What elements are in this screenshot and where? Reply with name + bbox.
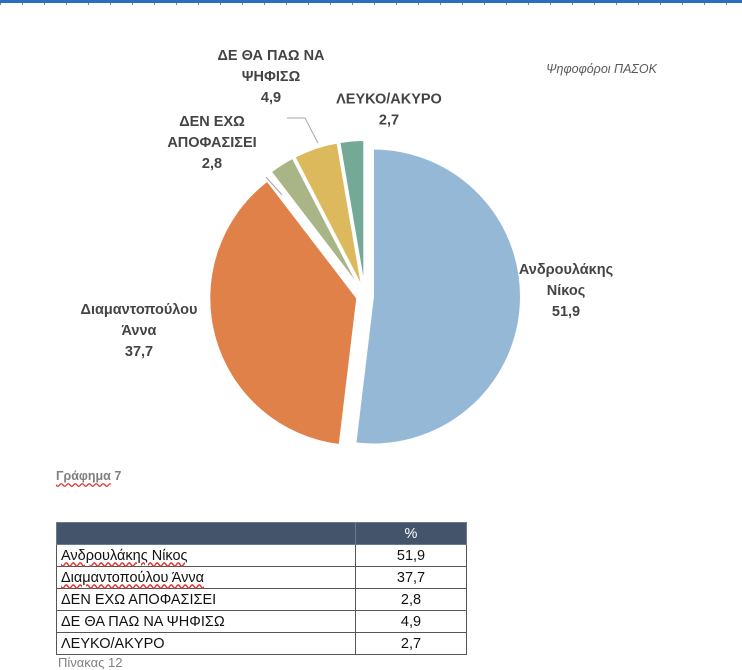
row-value: 2,8 bbox=[355, 588, 467, 611]
leader-lines bbox=[265, 117, 319, 196]
row-name-text: Διαμαντοπούλου Άννα bbox=[61, 569, 205, 586]
leader-line-δεν-εχω-αποφασισει bbox=[265, 176, 283, 196]
pie-slice-λευκο-ακυρο bbox=[338, 139, 366, 289]
slice-label-line: ΛΕΥΚΟ/ΑΚΥΡΟ bbox=[336, 92, 442, 108]
table-row: ΔΕ ΘΑ ΠΑΩ ΝΑ ΨΗΦΙΣΩ 4,9 bbox=[56, 610, 467, 633]
slice-label-λευκο-ακυρο: ΛΕΥΚΟ/ΑΚΥΡΟ 2,7 bbox=[336, 92, 442, 129]
pie-chart: Ανδρουλάκης Νίκος 51,9 Διαμαντοπούλου Άννα 37… bbox=[81, 48, 658, 447]
row-value: 4,9 bbox=[355, 610, 467, 633]
row-name: Ανδρουλάκης Νίκος bbox=[56, 544, 356, 567]
top-dotted-guide bbox=[0, 3, 742, 5]
row-name: ΔΕΝ ΕΧΩ ΑΠΟΦΑΣΙΣΕΙ bbox=[56, 588, 356, 611]
pie-slice-δεν-εχω-αποφασισει bbox=[269, 156, 362, 290]
slice-label-ανδρουλάκης-νίκος: Ανδρουλάκης Νίκος 51,9 bbox=[519, 262, 613, 320]
slice-value: 4,9 bbox=[261, 90, 281, 106]
caption-word: Γράφημα bbox=[56, 469, 111, 483]
pie-slice-δε-θα-παω-να-ψηφισω bbox=[293, 141, 364, 289]
results-table: % Ανδρουλάκης Νίκος 51,9 Διαμαντοπούλου … bbox=[56, 522, 467, 655]
row-value: 37,7 bbox=[355, 566, 467, 589]
table-row: ΔΕΝ ΕΧΩ ΑΠΟΦΑΣΙΣΕΙ 2,8 bbox=[56, 588, 467, 611]
table-row: Ανδρουλάκης Νίκος 51,9 bbox=[56, 544, 467, 567]
slice-label-line: ΔΕ ΘΑ ΠΑΩ ΝΑ bbox=[217, 48, 325, 64]
slice-label-line: Άννα bbox=[122, 323, 157, 339]
row-value: 51,9 bbox=[355, 544, 467, 567]
row-name: Διαμαντοπούλου Άννα bbox=[56, 566, 356, 589]
slice-value: 37,7 bbox=[125, 344, 153, 360]
chart-title: Ψηφοφόροι ΠΑΣΟΚ bbox=[546, 62, 658, 76]
row-name: ΔΕ ΘΑ ΠΑΩ ΝΑ ΨΗΦΙΣΩ bbox=[56, 610, 356, 633]
table-header-row: % bbox=[56, 522, 467, 545]
row-value: 2,7 bbox=[355, 632, 467, 655]
top-border-line bbox=[0, 0, 742, 3]
slice-label-line: Ανδρουλάκης bbox=[519, 262, 613, 278]
slice-label-line: Διαμαντοπούλου bbox=[81, 302, 198, 318]
slice-label-line: ΑΠΟΦΑΣΙΣΕΙ bbox=[167, 135, 256, 151]
table-row: ΛΕΥΚΟ/ΑΚΥΡΟ 2,7 bbox=[56, 632, 467, 655]
figure-caption: Γράφημα 7 bbox=[56, 469, 121, 483]
pie-slice-διαμαντοπούλου-άννα bbox=[208, 179, 359, 447]
caption-number: 7 bbox=[114, 469, 122, 483]
leader-line-δε-θα-παω-να-ψηφισω bbox=[287, 117, 319, 144]
slice-value: 2,7 bbox=[379, 113, 399, 129]
slice-label-line: ΔΕΝ ΕΧΩ bbox=[179, 114, 245, 130]
slice-value: 51,9 bbox=[552, 304, 580, 320]
pie-slice-ανδρουλάκης-νίκος bbox=[354, 147, 522, 446]
slice-labels: Ανδρουλάκης Νίκος 51,9 Διαμαντοπούλου Άννα 37… bbox=[81, 48, 614, 360]
next-caption: Πίνακας 12 bbox=[58, 655, 123, 670]
pie-slices bbox=[208, 139, 522, 447]
slice-label-διαμαντοπούλου-άννα: Διαμαντοπούλου Άννα 37,7 bbox=[81, 302, 198, 360]
slice-value: 2,8 bbox=[202, 156, 222, 172]
table-row: Διαμαντοπούλου Άννα 37,7 bbox=[56, 566, 467, 589]
slice-label-line: ΨΗΦΙΣΩ bbox=[242, 69, 301, 85]
table-header-name bbox=[56, 522, 356, 545]
row-name-text: Ανδρουλάκης Νίκος bbox=[61, 547, 188, 564]
table-header-percent: % bbox=[355, 522, 467, 545]
slice-label-δεν-εχω-αποφασισει: ΔΕΝ ΕΧΩ ΑΠΟΦΑΣΙΣΕΙ 2,8 bbox=[167, 114, 256, 172]
slice-label-line: Νίκος bbox=[547, 283, 586, 299]
row-name: ΛΕΥΚΟ/ΑΚΥΡΟ bbox=[56, 632, 356, 655]
slice-label-δε-θα-παω-να-ψηφισω: ΔΕ ΘΑ ΠΑΩ ΝΑ ΨΗΦΙΣΩ 4,9 bbox=[217, 48, 325, 106]
